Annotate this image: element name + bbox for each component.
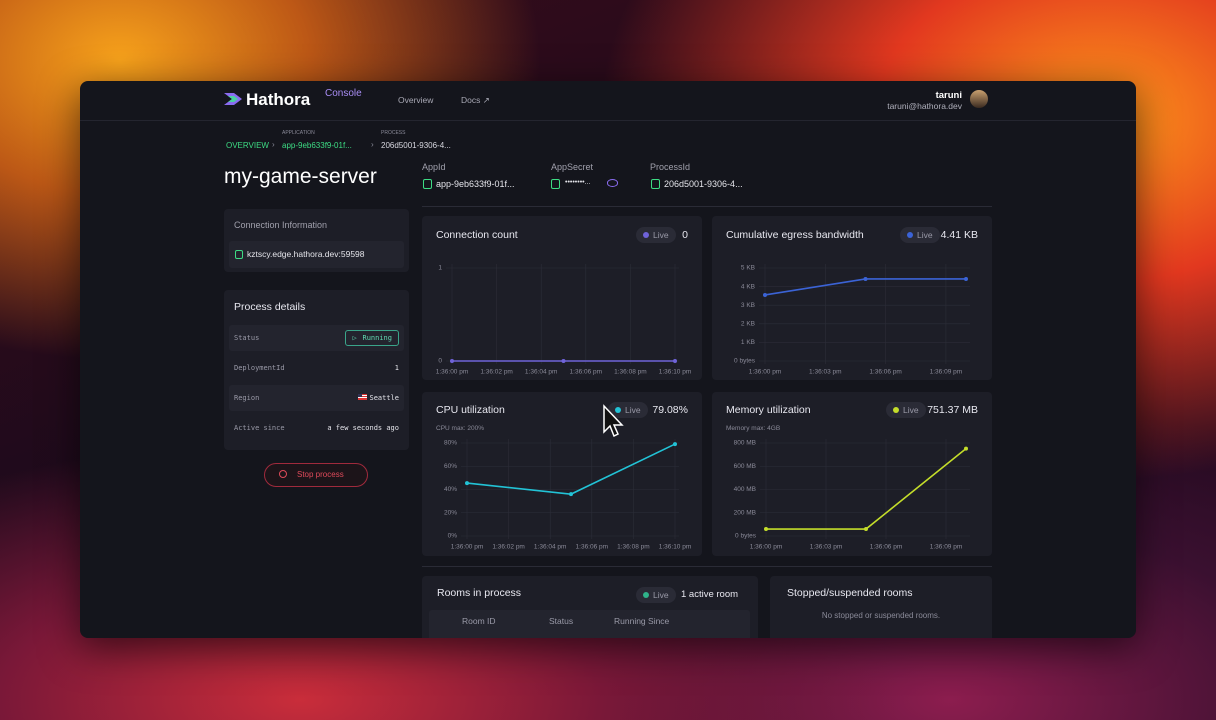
live-dot bbox=[615, 407, 621, 413]
chart-card: Memory utilization Memory max: 4GB Live … bbox=[712, 392, 992, 556]
detail-value: Seattle bbox=[369, 394, 399, 402]
field-value: ••••••••... bbox=[565, 179, 591, 186]
breadcrumb-label: APPLICATION bbox=[282, 130, 315, 136]
copy-icon[interactable] bbox=[651, 179, 660, 189]
current-value: 0 bbox=[682, 229, 688, 241]
breadcrumb-current: 206d5001-9306-4... bbox=[381, 141, 451, 150]
field-value: 206d5001-9306-4... bbox=[664, 179, 743, 189]
divider bbox=[422, 206, 992, 207]
column-header: Room ID bbox=[462, 616, 496, 626]
rooms-card: Rooms in process Live 1 active room Room… bbox=[422, 576, 758, 638]
detail-value: a few seconds ago bbox=[327, 424, 399, 432]
status-value: Running bbox=[362, 334, 392, 342]
live-label: Live bbox=[917, 230, 933, 240]
live-dot bbox=[643, 232, 649, 238]
chart-title: Connection count bbox=[436, 229, 518, 241]
reveal-icon[interactable] bbox=[607, 179, 618, 187]
breadcrumb-link[interactable]: OVERVIEW bbox=[226, 141, 269, 150]
host-box: kztscy.edge.hathora.dev:59598 bbox=[229, 241, 404, 268]
detail-key: Region bbox=[234, 394, 260, 402]
breadcrumb-label: PROCESS bbox=[381, 130, 406, 136]
chevron: › bbox=[272, 140, 275, 149]
chart-title: Memory utilization bbox=[726, 404, 811, 416]
mouse-cursor bbox=[603, 404, 624, 438]
detail-row: Status ▷ Running bbox=[229, 325, 404, 351]
user-email: taruni@hathora.dev bbox=[887, 101, 962, 111]
play-icon: ▷ bbox=[352, 334, 357, 342]
live-dot bbox=[893, 407, 899, 413]
breadcrumb-link[interactable]: app-9eb633f9-01f... bbox=[282, 141, 352, 150]
nav-link[interactable]: Docs ↗ bbox=[461, 95, 490, 105]
card-title: Process details bbox=[234, 301, 306, 313]
column-header: Running Since bbox=[614, 616, 670, 626]
copy-icon[interactable] bbox=[235, 250, 243, 259]
live-label: Live bbox=[653, 230, 669, 240]
live-dot bbox=[643, 592, 649, 598]
chart-title: Cumulative egress bandwidth bbox=[726, 229, 864, 241]
avatar[interactable] bbox=[970, 90, 988, 108]
card-title: Connection Information bbox=[234, 220, 328, 230]
room-count: 1 active room bbox=[681, 589, 739, 600]
field-label: AppSecret bbox=[551, 162, 594, 172]
live-badge: Live bbox=[608, 402, 648, 418]
stop-label: Stop process bbox=[297, 470, 344, 479]
live-dot bbox=[907, 232, 913, 238]
live-label: Live bbox=[653, 590, 669, 600]
status-badge: ▷ Running bbox=[345, 330, 399, 346]
column-header: Status bbox=[549, 616, 574, 626]
nav-link[interactable]: Overview bbox=[398, 95, 434, 105]
field-label: AppId bbox=[422, 162, 446, 172]
host: kztscy.edge.hathora.dev:59598 bbox=[247, 249, 365, 259]
chevron: › bbox=[371, 140, 374, 149]
logo-icon bbox=[224, 93, 242, 105]
stopped-rooms-card: Stopped/suspended rooms No stopped or su… bbox=[770, 576, 992, 638]
live-label: Live bbox=[903, 405, 919, 415]
live-badge: Live bbox=[900, 227, 940, 243]
card-title: Rooms in process bbox=[437, 587, 522, 599]
stop-icon bbox=[279, 470, 287, 478]
detail-value: 1 bbox=[394, 364, 399, 372]
chart-title: CPU utilization bbox=[436, 404, 505, 416]
chart-card: Cumulative egress bandwidth Live 4.41 KB bbox=[712, 216, 992, 380]
rooms-table: Room ID Status Running Since bbox=[429, 610, 750, 638]
brand: Hathora bbox=[246, 90, 311, 109]
current-value: 4.41 KB bbox=[940, 229, 978, 241]
flag-icon bbox=[358, 394, 367, 400]
current-value: 79.08% bbox=[652, 404, 688, 416]
divider bbox=[80, 120, 1136, 121]
field-value: app-9eb633f9-01f... bbox=[436, 179, 515, 189]
detail-key: Status bbox=[234, 334, 260, 342]
browser-window: Hathora Console Overview Docs ↗ taruni t… bbox=[80, 81, 1136, 638]
copy-icon[interactable] bbox=[423, 179, 432, 189]
chart-card: Connection count Live 0 bbox=[422, 216, 702, 380]
live-badge: Live bbox=[636, 227, 676, 243]
detail-key: Active since bbox=[234, 424, 285, 432]
user-name: taruni bbox=[935, 90, 962, 101]
field-label: ProcessId bbox=[650, 162, 691, 172]
connection-card: Connection Information kztscy.edge.hatho… bbox=[224, 209, 409, 272]
divider bbox=[422, 566, 992, 567]
detail-row: Region Seattle bbox=[229, 385, 404, 411]
copy-icon[interactable] bbox=[551, 179, 560, 189]
product-name: Console bbox=[325, 88, 362, 99]
process-card: Process details Status ▷ Running Deployme… bbox=[224, 290, 409, 450]
live-label: Live bbox=[625, 405, 641, 415]
page-title: my-game-server bbox=[224, 165, 377, 188]
live-badge: Live bbox=[886, 402, 926, 418]
chart-card: CPU utilization CPU max: 200% Live 79.08… bbox=[422, 392, 702, 556]
card-title: Stopped/suspended rooms bbox=[787, 587, 913, 599]
chart-subtitle: CPU max: 200% bbox=[436, 425, 485, 432]
detail-key: DeploymentId bbox=[234, 364, 285, 372]
live-badge: Live bbox=[636, 587, 676, 603]
stop-button[interactable]: Stop process bbox=[264, 463, 368, 487]
empty-message: No stopped or suspended rooms. bbox=[821, 611, 941, 620]
chart-subtitle: Memory max: 4GB bbox=[726, 425, 781, 432]
current-value: 751.37 MB bbox=[927, 404, 978, 416]
